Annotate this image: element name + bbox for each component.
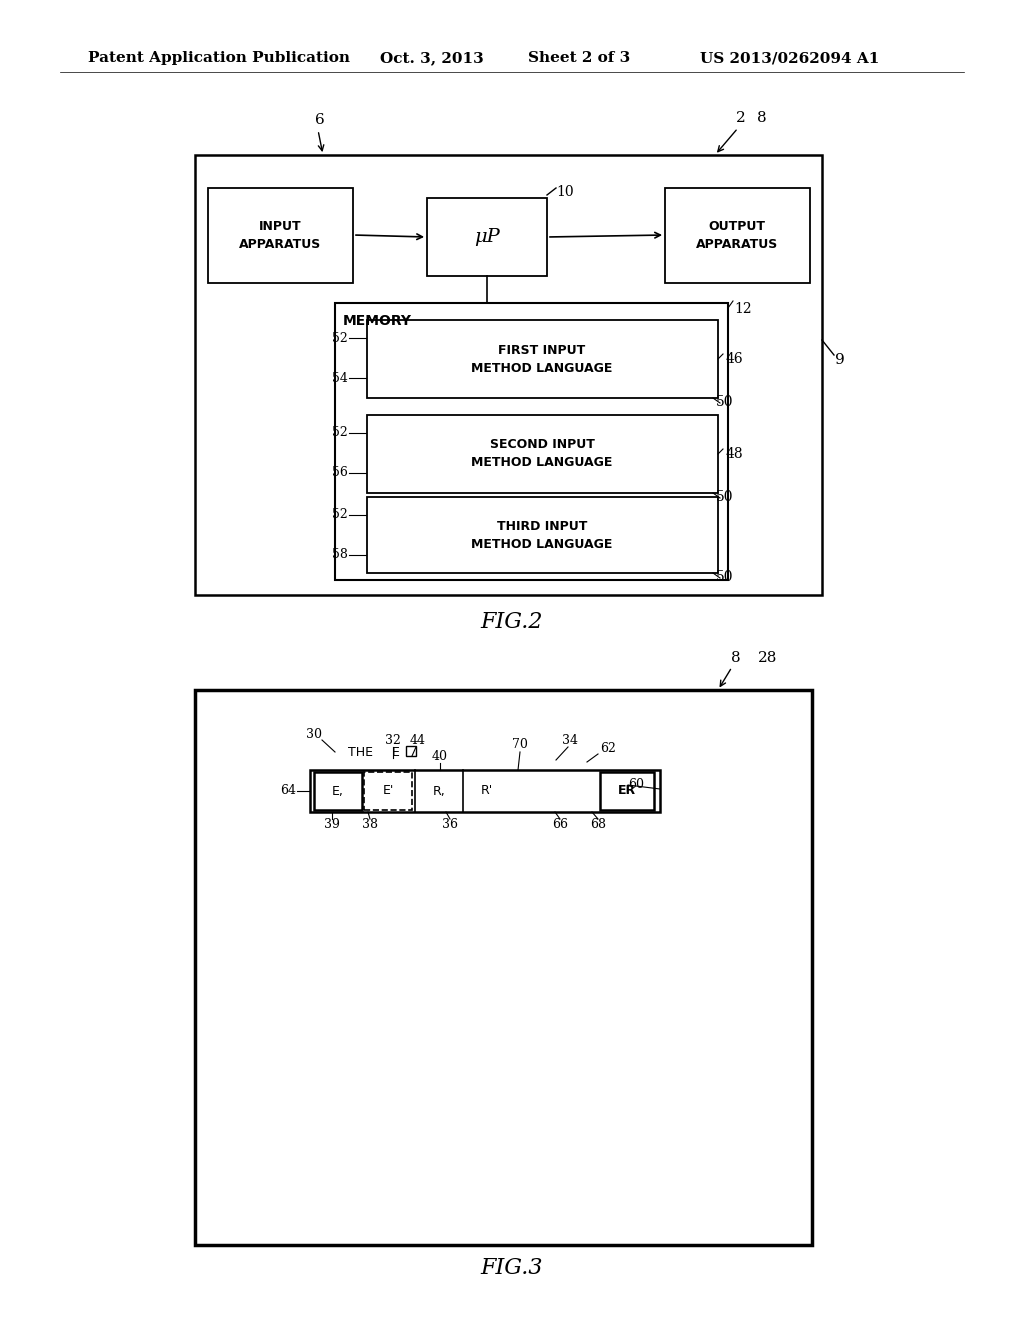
FancyBboxPatch shape (195, 690, 812, 1245)
Text: APPARATUS: APPARATUS (696, 239, 778, 252)
Text: 50: 50 (716, 395, 733, 409)
Text: 46: 46 (726, 352, 743, 366)
Text: 36: 36 (442, 818, 458, 832)
Text: 8: 8 (731, 651, 740, 665)
Text: 52: 52 (332, 331, 348, 345)
Text: METHOD LANGUAGE: METHOD LANGUAGE (471, 362, 612, 375)
FancyBboxPatch shape (208, 187, 353, 282)
Text: Oct. 3, 2013: Oct. 3, 2013 (380, 51, 483, 65)
Text: 50: 50 (716, 490, 733, 504)
Text: 52: 52 (332, 508, 348, 521)
Text: 66: 66 (552, 818, 568, 832)
FancyBboxPatch shape (310, 770, 660, 812)
Text: 12: 12 (734, 302, 752, 315)
Text: 10: 10 (556, 185, 573, 199)
Text: R,: R, (432, 784, 445, 797)
Text: 2: 2 (736, 111, 745, 125)
Text: 70: 70 (512, 738, 528, 751)
FancyBboxPatch shape (367, 414, 718, 492)
Text: 28: 28 (758, 651, 777, 665)
FancyBboxPatch shape (367, 498, 718, 573)
Text: FIG.2: FIG.2 (480, 611, 544, 634)
Text: 60: 60 (628, 779, 644, 792)
Text: E: E (392, 746, 400, 759)
Text: 56: 56 (332, 466, 348, 479)
FancyBboxPatch shape (600, 772, 654, 810)
Text: FIRST INPUT: FIRST INPUT (499, 343, 586, 356)
Text: ER: ER (617, 784, 636, 797)
Text: μP: μP (474, 228, 500, 246)
Text: E': E' (382, 784, 393, 797)
Text: INPUT: INPUT (259, 220, 301, 234)
Text: 34: 34 (562, 734, 578, 747)
Text: FIG.3: FIG.3 (480, 1257, 544, 1279)
FancyBboxPatch shape (364, 772, 412, 810)
Text: Patent Application Publication: Patent Application Publication (88, 51, 350, 65)
Text: 50: 50 (716, 570, 733, 583)
Text: 6: 6 (315, 114, 325, 127)
Text: 44: 44 (410, 734, 426, 747)
FancyBboxPatch shape (335, 304, 728, 579)
Text: 39: 39 (324, 818, 340, 832)
Text: MEMORY: MEMORY (343, 314, 412, 327)
Text: 40: 40 (432, 750, 449, 763)
Text: 52: 52 (332, 426, 348, 440)
Text: 58: 58 (332, 549, 348, 561)
FancyBboxPatch shape (406, 746, 416, 756)
Text: 9: 9 (836, 352, 845, 367)
Text: 64: 64 (280, 784, 296, 797)
FancyBboxPatch shape (195, 154, 822, 595)
Text: R': R' (481, 784, 494, 797)
Text: 30: 30 (306, 729, 322, 742)
Text: METHOD LANGUAGE: METHOD LANGUAGE (471, 537, 612, 550)
Text: 8: 8 (757, 111, 767, 125)
Text: 32: 32 (385, 734, 401, 747)
Text: 48: 48 (726, 447, 743, 461)
Text: US 2013/0262094 A1: US 2013/0262094 A1 (700, 51, 880, 65)
Text: SECOND INPUT: SECOND INPUT (489, 438, 595, 451)
Text: METHOD LANGUAGE: METHOD LANGUAGE (471, 457, 612, 470)
Text: APPARATUS: APPARATUS (239, 239, 322, 252)
FancyBboxPatch shape (367, 319, 718, 399)
Text: Sheet 2 of 3: Sheet 2 of 3 (528, 51, 630, 65)
Text: E,: E, (332, 784, 344, 797)
Text: 68: 68 (590, 818, 606, 832)
Text: 62: 62 (600, 742, 616, 755)
FancyBboxPatch shape (665, 187, 810, 282)
Text: THIRD INPUT: THIRD INPUT (497, 520, 587, 532)
Text: THE: THE (347, 746, 373, 759)
Text: OUTPUT: OUTPUT (709, 220, 766, 234)
Text: 38: 38 (362, 818, 378, 832)
Text: 54: 54 (332, 371, 348, 384)
FancyBboxPatch shape (314, 772, 362, 810)
FancyBboxPatch shape (427, 198, 547, 276)
